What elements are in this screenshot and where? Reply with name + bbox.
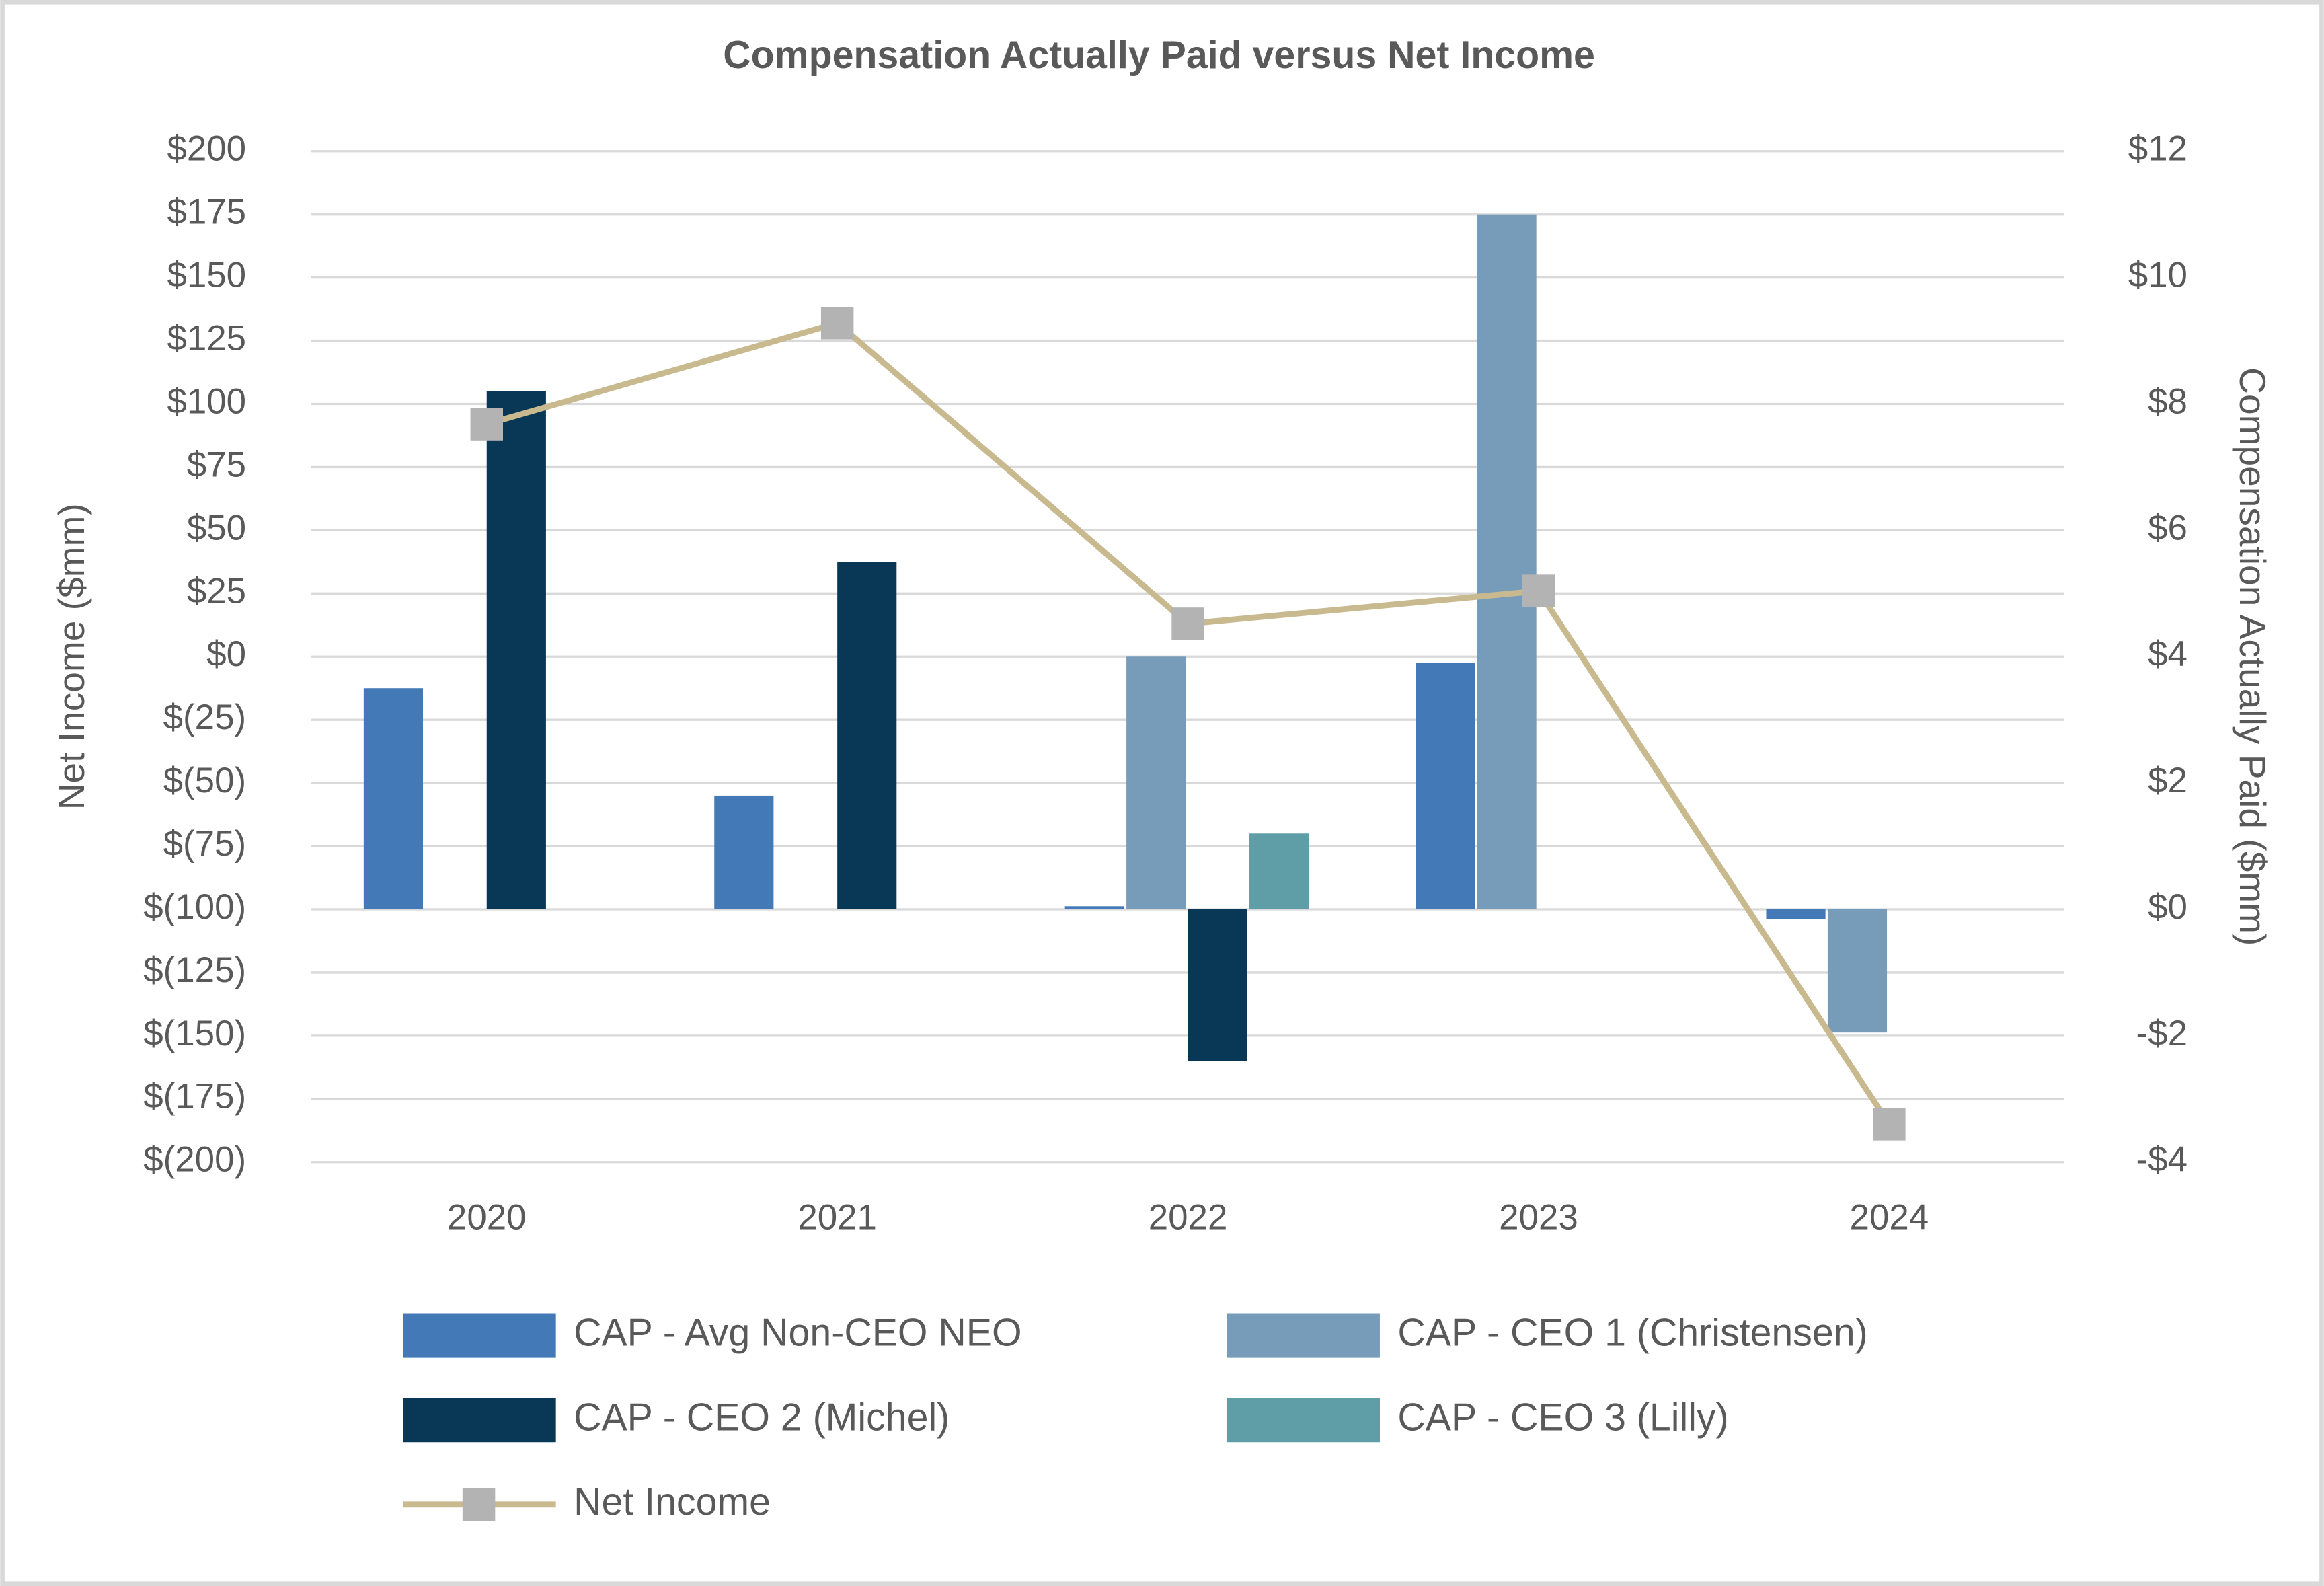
y-axis-title: Net Income ($mm) xyxy=(50,503,92,810)
legend-label: CAP - CEO 1 (Christensen) xyxy=(1397,1312,1867,1355)
y-tick-label: $(100) xyxy=(143,887,246,927)
line-marker xyxy=(470,408,503,441)
y-tick-label: $0 xyxy=(206,634,246,674)
x-tick-label: 2022 xyxy=(1149,1198,1228,1238)
x-tick-label: 2020 xyxy=(447,1198,527,1238)
y2-tick-label: $12 xyxy=(2128,129,2187,169)
legend-label: Net Income xyxy=(574,1480,771,1523)
legend-swatch xyxy=(1227,1398,1380,1443)
y-tick-label: $100 xyxy=(167,381,246,421)
legend-swatch xyxy=(403,1313,556,1358)
y-tick-label: $(175) xyxy=(143,1077,246,1117)
y2-axis-title: Compensation Actually Paid ($mm) xyxy=(2232,367,2274,946)
y2-tick-label: -$4 xyxy=(2136,1140,2187,1180)
y-tick-label: $(125) xyxy=(143,950,246,990)
line-marker xyxy=(1522,574,1555,607)
bar xyxy=(1064,906,1124,909)
bar xyxy=(1249,833,1309,909)
bar xyxy=(1188,909,1247,1061)
y2-tick-label: -$2 xyxy=(2136,1014,2187,1053)
y-tick-label: $(50) xyxy=(163,761,246,800)
legend-swatch xyxy=(403,1398,556,1443)
y2-tick-label: $2 xyxy=(2148,761,2187,800)
legend-label: CAP - Avg Non-CEO NEO xyxy=(574,1312,1021,1355)
y2-tick-label: $6 xyxy=(2148,508,2187,547)
y-tick-label: $(200) xyxy=(143,1140,246,1180)
x-tick-label: 2024 xyxy=(1850,1198,1929,1238)
y-tick-label: $75 xyxy=(187,445,246,484)
bar xyxy=(1766,909,1826,919)
y-tick-label: $200 xyxy=(167,129,246,169)
y2-tick-label: $0 xyxy=(2148,887,2187,927)
line-marker xyxy=(820,307,854,340)
legend-label: CAP - CEO 2 (Michel) xyxy=(574,1396,950,1439)
line-marker xyxy=(1171,607,1204,640)
y-tick-label: $150 xyxy=(167,256,246,295)
y-tick-label: $(25) xyxy=(163,697,246,737)
legend-swatch xyxy=(1227,1313,1380,1358)
y-tick-label: $(75) xyxy=(163,824,246,864)
bar xyxy=(1126,656,1186,909)
y-tick-label: $50 xyxy=(187,508,246,547)
y2-tick-label: $10 xyxy=(2128,256,2187,295)
legend-label: CAP - CEO 3 (Lilly) xyxy=(1397,1396,1728,1439)
chart-title: Compensation Actually Paid versus Net In… xyxy=(723,34,1595,77)
bar xyxy=(714,795,774,909)
bar xyxy=(1416,663,1475,909)
y-tick-label: $125 xyxy=(167,319,246,358)
bar xyxy=(1827,909,1888,1033)
bar xyxy=(486,391,546,909)
y2-tick-label: $8 xyxy=(2148,381,2187,421)
y2-tick-label: $4 xyxy=(2148,634,2187,674)
bar xyxy=(1477,214,1537,909)
x-tick-label: 2023 xyxy=(1499,1198,1578,1238)
line-marker xyxy=(1873,1108,1906,1141)
bar xyxy=(363,688,423,909)
bar xyxy=(837,562,897,909)
y-tick-label: $(150) xyxy=(143,1014,246,1053)
y-tick-label: $25 xyxy=(187,571,246,611)
legend-marker xyxy=(462,1488,496,1521)
x-tick-label: 2021 xyxy=(798,1198,877,1238)
y-tick-label: $175 xyxy=(167,192,246,232)
